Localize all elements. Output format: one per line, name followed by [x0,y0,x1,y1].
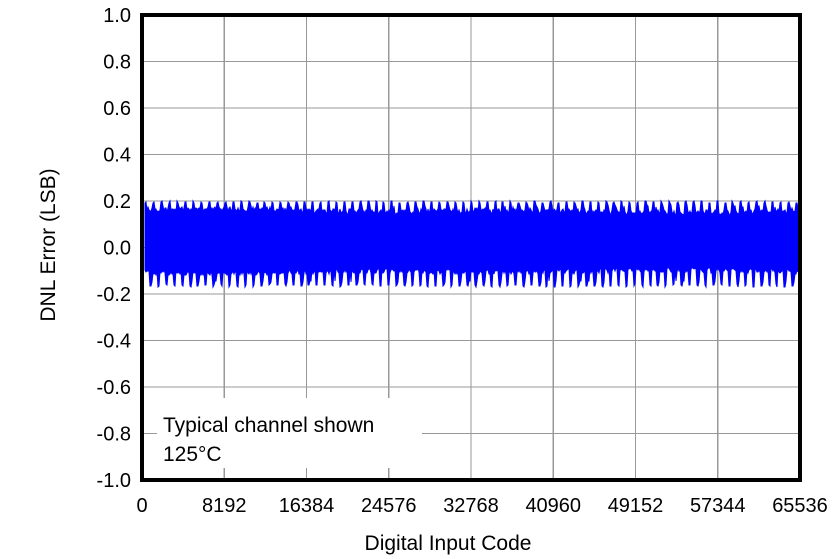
x-tick-label-57344: 57344 [690,495,746,517]
x-tick-label-65536: 65536 [772,495,828,517]
x-tick-label-32768: 32768 [443,495,499,517]
y-tick-label--0.2: -0.2 [97,284,131,306]
annotation-box: Typical channel shown 125°C [157,398,422,468]
x-tick-label-16384: 16384 [279,495,335,517]
x-tick-label-0: 0 [136,495,147,517]
x-tick-label-8192: 8192 [202,495,247,517]
y-tick-label-1.0: 1.0 [103,5,131,27]
y-tick-label--1.0: -1.0 [97,470,131,492]
y-tick-label-0.6: 0.6 [103,98,131,120]
y-tick-label-0.8: 0.8 [103,52,131,74]
y-tick-label-0.4: 0.4 [103,145,131,167]
y-tick-label-0.0: 0.0 [103,238,131,260]
y-tick-label-0.2: 0.2 [103,191,131,213]
y-tick-label--0.6: -0.6 [97,377,131,399]
x-tick-label-24576: 24576 [361,495,417,517]
x-axis-title: Digital Input Code [365,532,532,555]
y-tick-label--0.8: -0.8 [97,424,131,446]
y-axis-title: DNL Error (LSB) [37,168,60,321]
x-tick-label-49152: 49152 [608,495,664,517]
x-axis-tick-labels: 0 8192 16384 24576 32768 40960 49152 57344 65536 [136,495,827,517]
plot-border [140,13,802,482]
y-tick-label--0.4: -0.4 [97,331,131,353]
x-tick-label-40960: 40960 [525,495,581,517]
annotation-line-1: Typical channel shown [163,414,374,437]
annotation-line-2: 125°C [163,443,222,466]
y-axis-tick-labels: -1.0 -0.8 -0.6 -0.4 -0.2 0.0 0.2 0.4 0.6 0.8 1.0 [97,5,131,492]
annotation-background [157,398,422,468]
